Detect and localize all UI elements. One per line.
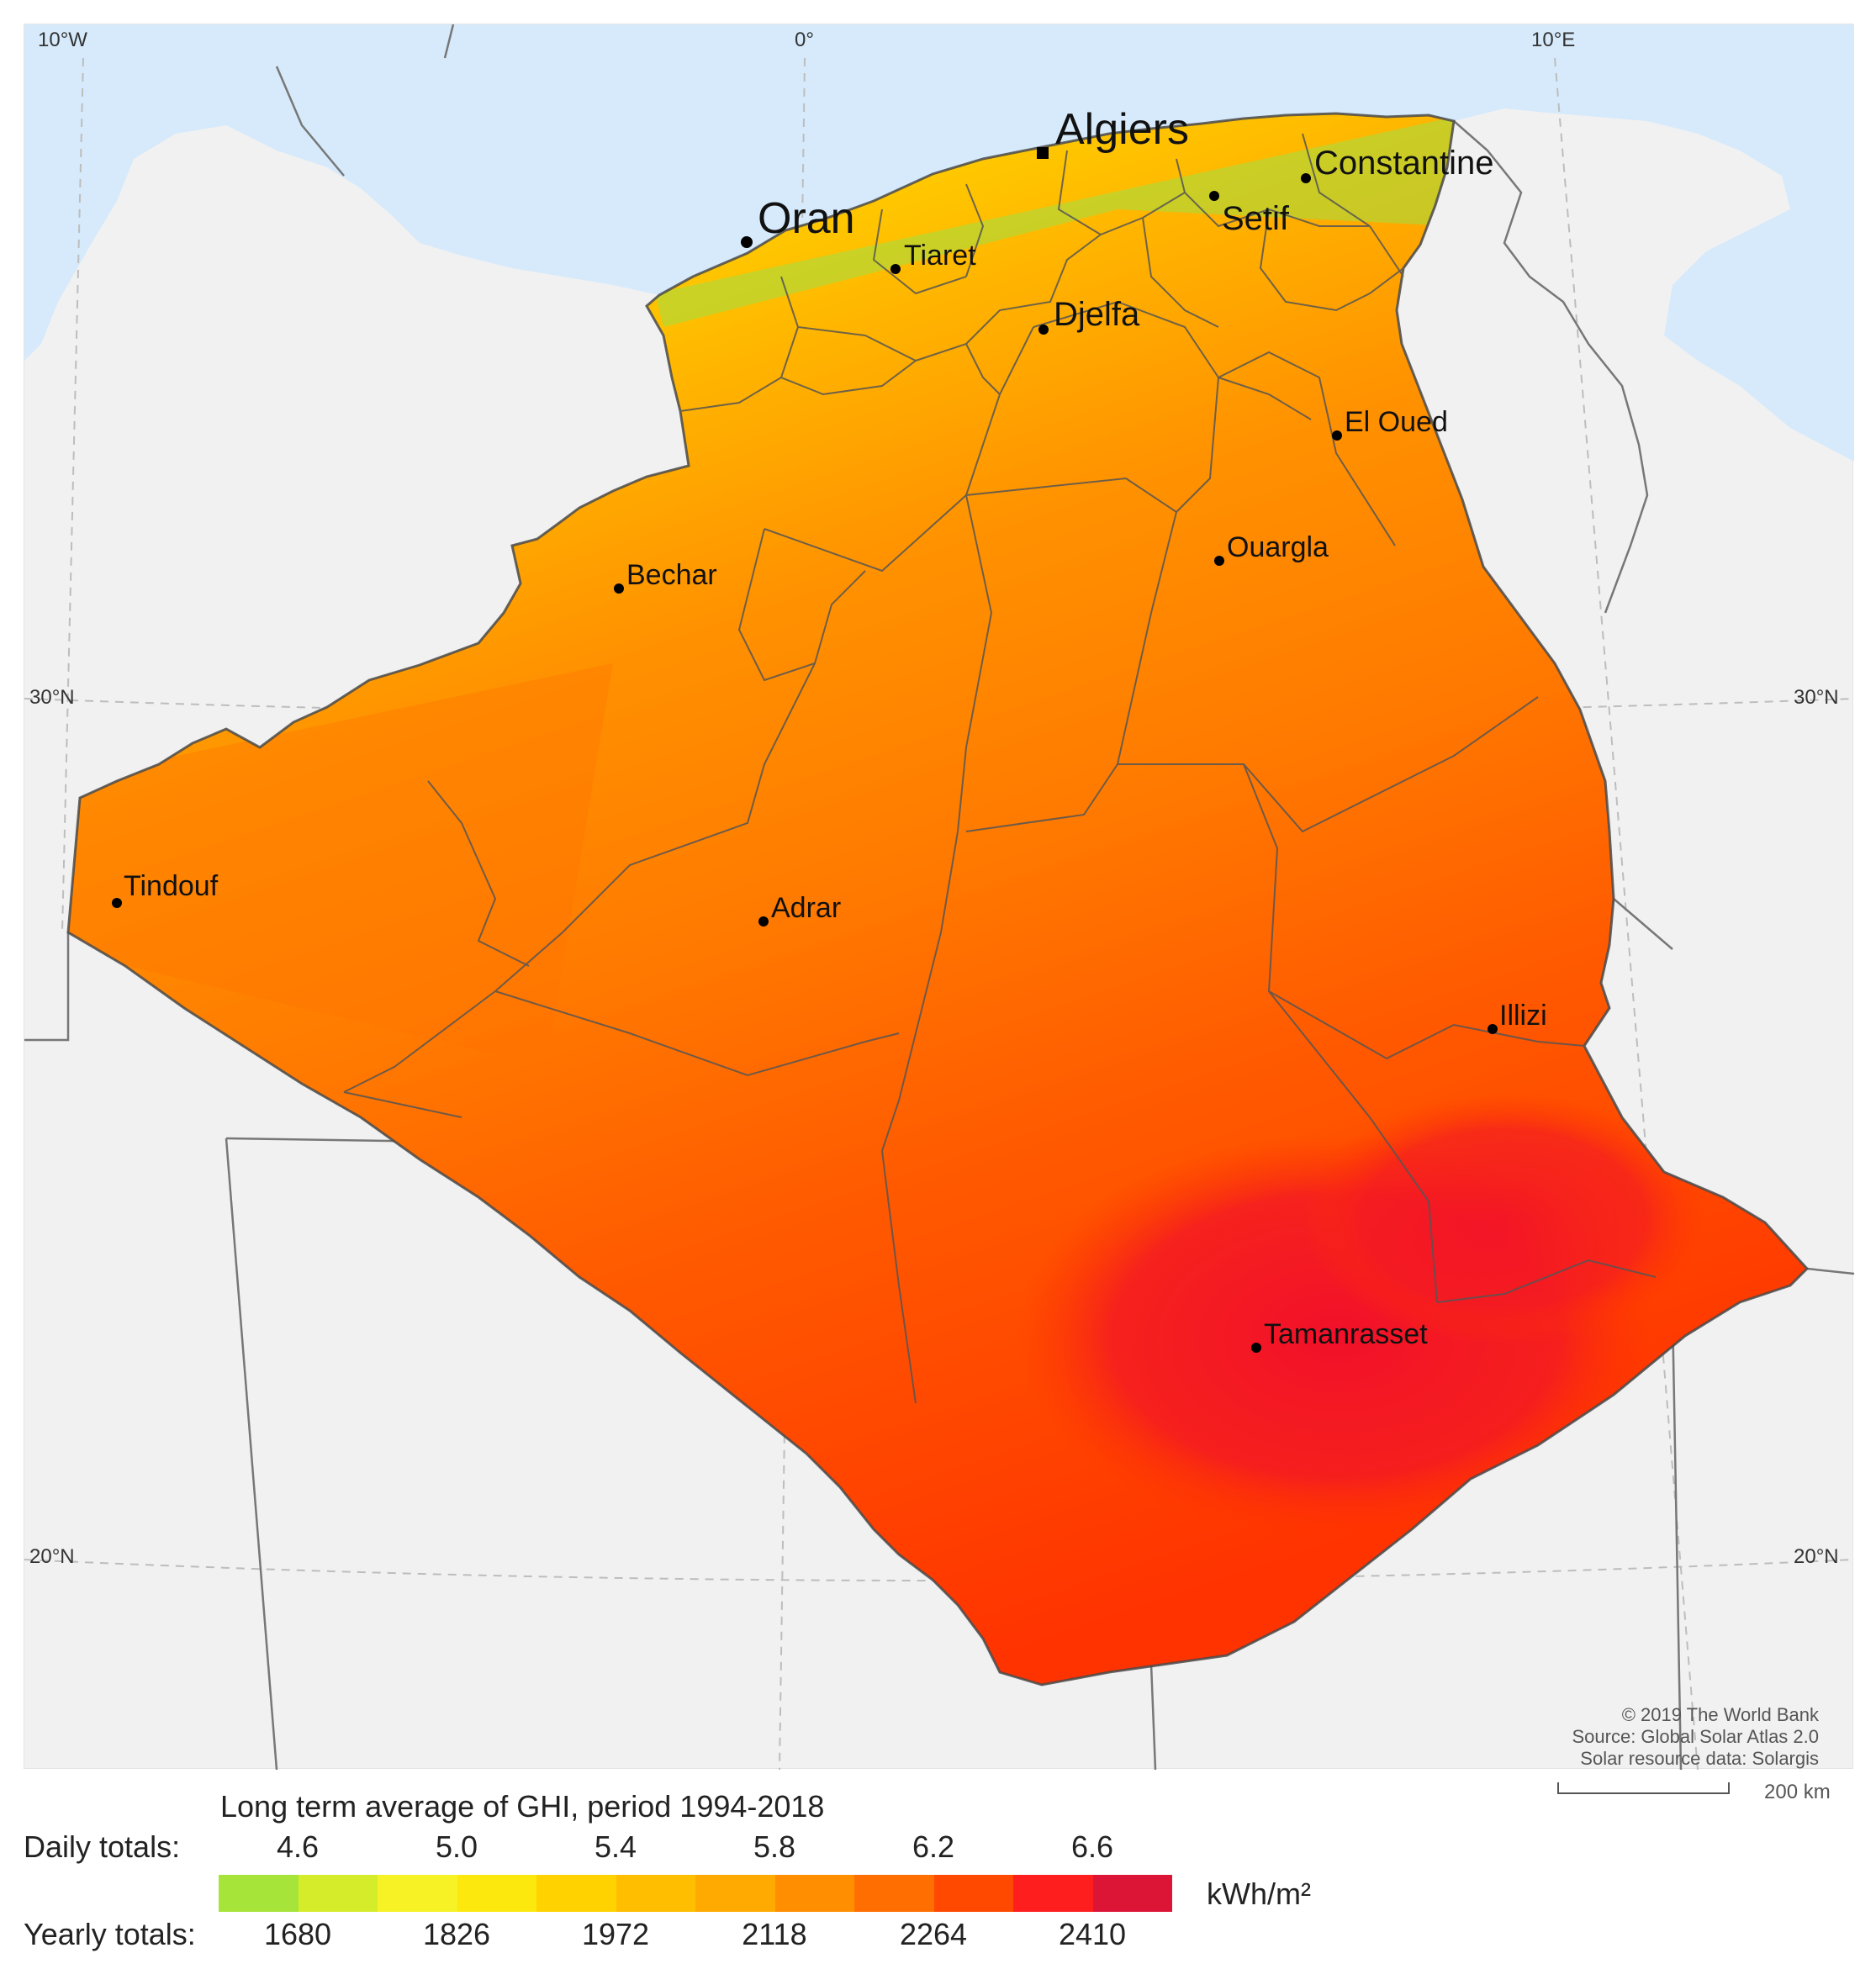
dot-marker-icon xyxy=(1488,1024,1498,1034)
city-tindouf[interactable]: Tindouf xyxy=(112,870,219,908)
legend-yearly-tick: 1680 xyxy=(263,1917,332,1951)
city-label: Tiaret xyxy=(904,240,976,272)
dot-marker-icon xyxy=(758,916,769,926)
scale-bar xyxy=(1557,1782,1730,1794)
legend-color-cell xyxy=(219,1875,299,1912)
dot-marker-icon xyxy=(1209,191,1219,201)
city-el-oued[interactable]: El Oued xyxy=(1332,406,1448,441)
city-label: Algiers xyxy=(1055,105,1189,154)
legend-yearly-tick: 1826 xyxy=(422,1917,491,1951)
city-algiers[interactable]: Algiers xyxy=(1037,105,1189,159)
city-label: Illizi xyxy=(1499,1000,1547,1032)
city-constantine[interactable]: Constantine xyxy=(1301,145,1493,183)
lat-label-30n-left: 30°N xyxy=(29,686,75,709)
city-bechar[interactable]: Bechar xyxy=(614,559,717,594)
credit-source: Source: Global Solar Atlas 2.0 xyxy=(1572,1726,1820,1747)
legend-daily-tick: 4.6 xyxy=(276,1829,320,1864)
legend-color-cell xyxy=(933,1875,1013,1912)
city-tamanrasset[interactable]: Tamanrasset xyxy=(1251,1318,1428,1353)
city-setif[interactable]: Setif xyxy=(1209,191,1290,237)
dot-marker-icon xyxy=(614,583,624,594)
dot-marker-icon xyxy=(112,898,122,908)
city-label: Ouargla xyxy=(1227,531,1329,563)
legend-daily-label: Daily totals: xyxy=(24,1829,181,1864)
city-markers: Algiers Constantine Oran Setif Tiaret Dj… xyxy=(112,105,1547,1353)
city-tiaret[interactable]: Tiaret xyxy=(890,240,976,274)
dot-marker-icon xyxy=(1301,173,1311,183)
city-label: Adrar xyxy=(771,892,841,924)
lon-label-10w: 10°W xyxy=(38,29,87,51)
city-label: Constantine xyxy=(1314,145,1493,182)
legend-daily-tick: 5.4 xyxy=(594,1829,637,1864)
city-label: El Oued xyxy=(1345,406,1448,438)
legend-color-cell xyxy=(695,1875,775,1912)
map-credits: © 2019 The World Bank Source: Global Sol… xyxy=(1572,1704,1820,1770)
legend-yearly-tick: 2264 xyxy=(899,1917,968,1951)
legend-yearly-tick: 1972 xyxy=(581,1917,650,1951)
city-illizi[interactable]: Illizi xyxy=(1488,1000,1547,1034)
city-adrar[interactable]: Adrar xyxy=(758,892,841,926)
legend-color-cell xyxy=(378,1875,457,1912)
legend-daily-tick: 6.2 xyxy=(912,1829,955,1864)
city-ouargla[interactable]: Ouargla xyxy=(1214,531,1329,566)
lat-label-20n-left: 20°N xyxy=(29,1545,75,1568)
sea-area xyxy=(24,24,1854,462)
legend-color-cell xyxy=(298,1875,378,1912)
graticule-line-0 xyxy=(779,57,806,1770)
legend-daily-tick: 5.0 xyxy=(435,1829,478,1864)
legend-color-cell xyxy=(536,1875,616,1912)
scale-label: 200 km xyxy=(1764,1781,1831,1803)
dot-marker-icon xyxy=(1332,430,1342,441)
dot-marker-icon xyxy=(1214,556,1224,566)
legend-unit: kWh/m² xyxy=(1207,1877,1311,1911)
city-label: Tindouf xyxy=(124,870,219,902)
legend-yearly-tick: 2118 xyxy=(742,1917,807,1951)
legend-color-cell xyxy=(616,1875,695,1912)
city-label: Bechar xyxy=(626,559,717,591)
lon-label-0: 0° xyxy=(795,29,814,51)
legend-color-scale xyxy=(219,1875,1172,1912)
city-oran[interactable]: Oran xyxy=(741,194,855,248)
province-borders xyxy=(66,112,1810,1687)
dot-marker-icon xyxy=(741,236,753,248)
city-label: Tamanrasset xyxy=(1264,1318,1428,1350)
legend-daily-tick: 6.6 xyxy=(1070,1829,1114,1864)
graticule-line-10w xyxy=(61,57,84,933)
legend-yearly-label: Yearly totals: xyxy=(24,1917,196,1951)
city-djelfa[interactable]: Djelfa xyxy=(1038,296,1140,335)
legend-color-cell xyxy=(1013,1875,1093,1912)
lat-label-20n-right: 20°N xyxy=(1794,1545,1839,1568)
credit-copyright: © 2019 The World Bank xyxy=(1621,1704,1819,1725)
legend-color-cell xyxy=(457,1875,536,1912)
legend-title: Long term average of GHI, period 1994-20… xyxy=(220,1789,825,1824)
dot-marker-icon xyxy=(1251,1343,1261,1353)
legend-color-cell xyxy=(1092,1875,1172,1912)
legend-yearly-tick: 2410 xyxy=(1058,1917,1127,1951)
city-label: Setif xyxy=(1222,200,1290,237)
graticule-labels: 10°W 0° 10°E 30°N 20°N 30°N 20°N xyxy=(29,29,1839,1568)
square-marker-icon xyxy=(1037,147,1049,159)
solar-map: 10°W 0° 10°E 30°N 20°N 30°N 20°N Algiers… xyxy=(24,24,1854,1770)
legend-daily-tick: 5.8 xyxy=(753,1829,796,1864)
city-label: Oran xyxy=(758,194,855,243)
dot-marker-icon xyxy=(890,264,901,274)
lat-label-30n-right: 30°N xyxy=(1794,686,1839,709)
lon-label-10e: 10°E xyxy=(1531,29,1575,51)
legend-color-cell xyxy=(774,1875,854,1912)
map-frame: 10°W 0° 10°E 30°N 20°N 30°N 20°N Algiers… xyxy=(24,24,1854,1770)
dot-marker-icon xyxy=(1038,325,1049,335)
city-label: Djelfa xyxy=(1054,296,1140,333)
legend-color-cell xyxy=(854,1875,934,1912)
credit-data: Solar resource data: Solargis xyxy=(1580,1748,1819,1769)
